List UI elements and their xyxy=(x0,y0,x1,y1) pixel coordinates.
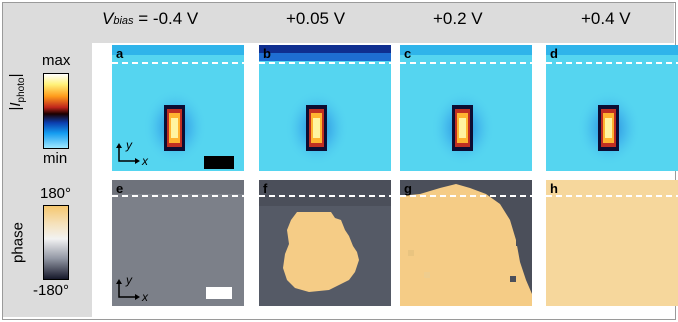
panel-label-b: b xyxy=(263,46,271,61)
column-header-1: Vbias = -0.4 V xyxy=(102,9,199,28)
photocurrent-min-label: min xyxy=(43,150,68,167)
photocurrent-map-a xyxy=(112,45,244,171)
x-axis-label-bottom: x xyxy=(142,290,148,304)
panel-label-f: f xyxy=(263,181,268,196)
phase-colorbar xyxy=(43,205,69,280)
panel-label-a: a xyxy=(116,46,124,61)
column-header-2: +0.05 V xyxy=(286,9,346,28)
xy-axis-indicator-bottom xyxy=(116,279,140,300)
photocurrent-map-d xyxy=(546,45,678,171)
phase-min-label: -180° xyxy=(33,282,70,299)
y-axis-label-bottom: y xyxy=(126,273,132,287)
panel-label-d: d xyxy=(550,46,558,61)
photocurrent-max-label: max xyxy=(42,52,71,69)
photocurrent-map-b xyxy=(259,45,391,171)
header-background xyxy=(92,3,674,43)
xy-axis-indicator-top xyxy=(116,143,140,164)
photocurrent-colorbar xyxy=(43,73,69,149)
column-header-4: +0.4 V xyxy=(581,9,631,28)
scale-bar-black xyxy=(204,156,234,169)
photocurrent-axis-label: |Iphoto| xyxy=(7,73,27,111)
panel-label-g: g xyxy=(404,181,412,196)
phase-map-g xyxy=(400,180,532,306)
photocurrent-map-c xyxy=(400,45,532,171)
phase-max-label: 180° xyxy=(40,185,72,202)
column-header-3: +0.2 V xyxy=(433,9,483,28)
panel-label-h: h xyxy=(550,181,558,196)
phase-map-h xyxy=(546,180,678,306)
phase-map-e xyxy=(112,180,244,306)
panel-label-c: c xyxy=(404,46,412,61)
x-axis-label-top: x xyxy=(142,154,148,168)
scale-bar-white xyxy=(206,287,232,299)
phase-map-f xyxy=(259,180,391,306)
panel-label-e: e xyxy=(116,181,124,196)
phase-axis-label: phase xyxy=(9,222,27,263)
y-axis-label-top: y xyxy=(126,138,132,152)
